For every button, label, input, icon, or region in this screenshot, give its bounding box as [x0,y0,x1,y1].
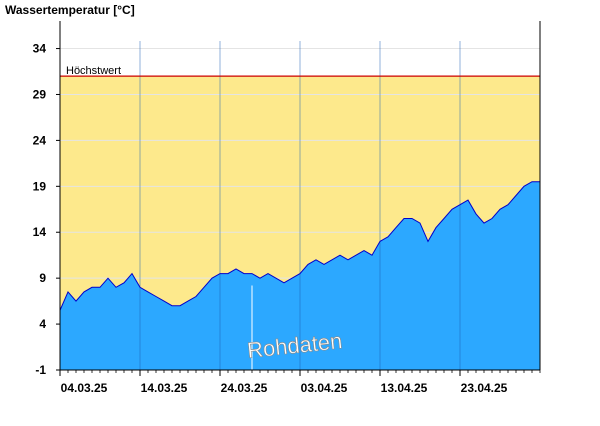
x-tick-label: 04.03.25 [61,381,108,395]
chart-title: Wassertemperatur [°C] [5,3,135,17]
x-axis-ticks: 04.03.25 14.03.25 24.03.25 03.04.25 13.04.25… [59,370,541,395]
y-tick-label: 19 [33,179,47,193]
data-line [59,181,540,311]
y-axis-ticks: -1 4 9 14 19 24 29 34 [33,42,60,377]
y-tick-label: 24 [33,133,47,147]
x-tick-label: 03.04.25 [301,381,348,395]
y-tick-label: 29 [33,87,47,101]
y-tick-label: 9 [39,271,46,285]
x-tick-label: 13.04.25 [381,381,428,395]
x-tick-label: 24.03.25 [221,381,268,395]
y-tick-label: 4 [39,317,46,331]
threshold-label: Höchstwert [66,65,121,77]
x-tick-label: 23.04.25 [461,381,508,395]
x-tick-label: 14.03.25 [141,381,188,395]
y-tick-label: 34 [33,42,47,56]
date-markers [139,41,461,370]
y-tick-label: 14 [33,225,47,239]
y-tick-label: -1 [35,363,46,377]
